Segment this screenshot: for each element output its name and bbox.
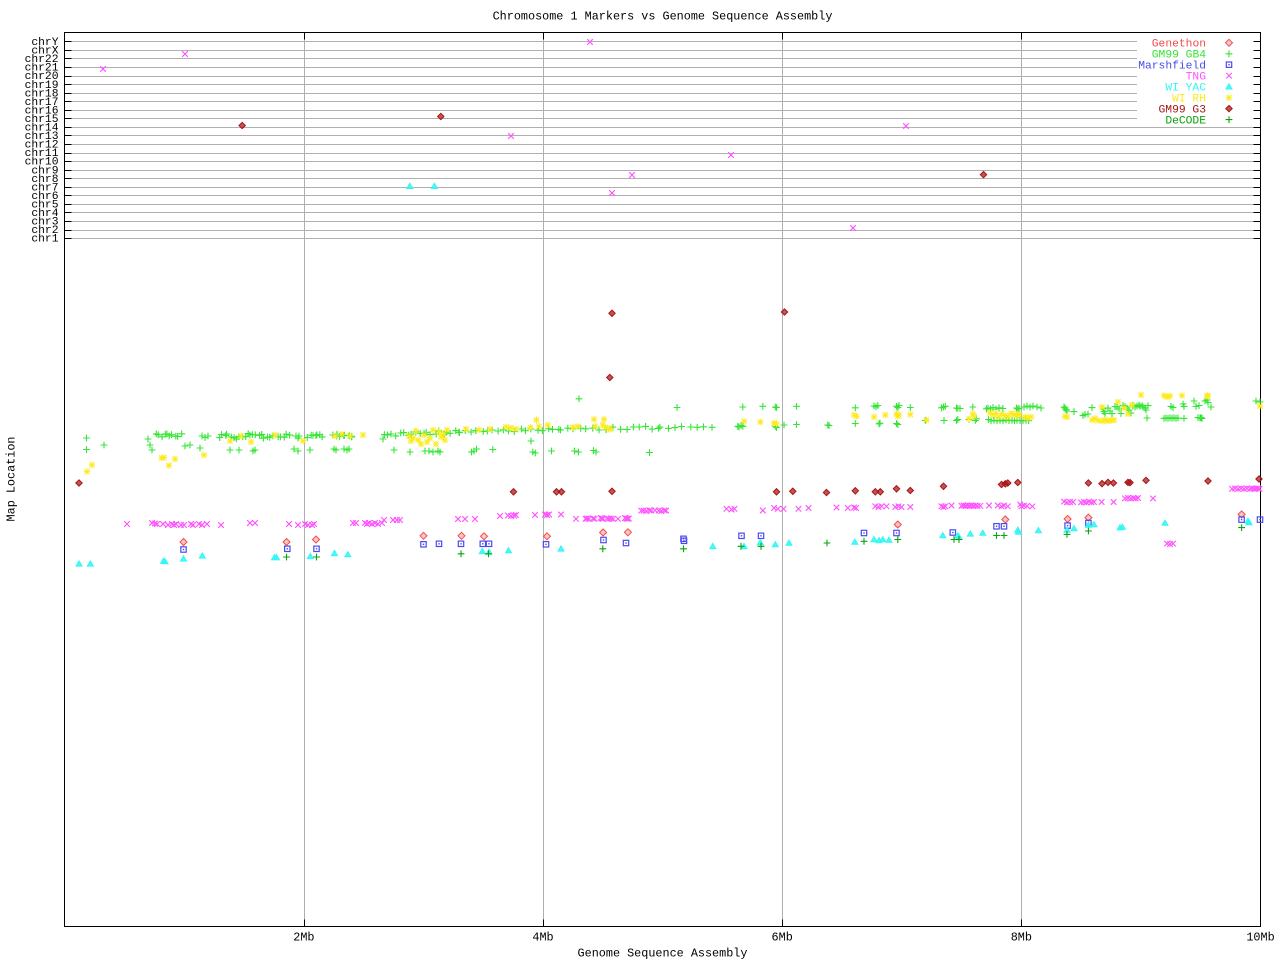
svg-text:chr16: chr16 <box>25 105 59 117</box>
svg-text:chr20: chr20 <box>25 71 59 83</box>
svg-text:chr19: chr19 <box>25 80 59 92</box>
svg-text:Chromosome 1 Markers vs Genome: Chromosome 1 Markers vs Genome Sequence … <box>493 10 833 24</box>
svg-text:WI RH: WI RH <box>1172 93 1206 105</box>
svg-text:chr14: chr14 <box>25 123 59 135</box>
svg-text:Genome Sequence Assembly: Genome Sequence Assembly <box>578 947 748 960</box>
svg-text:chr1: chr1 <box>31 234 58 246</box>
svg-text:chr10: chr10 <box>25 157 59 169</box>
svg-text:8Mb: 8Mb <box>1011 931 1032 945</box>
svg-text:Marshfield: Marshfield <box>1138 61 1206 73</box>
svg-text:10Mb: 10Mb <box>1246 931 1274 945</box>
svg-text:chr18: chr18 <box>25 88 59 100</box>
svg-text:Map Location: Map Location <box>5 437 19 522</box>
svg-text:chr2: chr2 <box>31 225 58 237</box>
svg-text:chrX: chrX <box>31 46 58 58</box>
svg-text:chr22: chr22 <box>25 54 59 66</box>
svg-text:chrY: chrY <box>31 37 58 49</box>
svg-text:TNG: TNG <box>1186 72 1207 84</box>
svg-text:GM99 G3: GM99 G3 <box>1159 104 1207 116</box>
svg-text:GM99 GB4: GM99 GB4 <box>1152 50 1206 62</box>
svg-text:chr3: chr3 <box>31 217 58 229</box>
svg-text:chr15: chr15 <box>25 114 59 126</box>
svg-text:WI YAC: WI YAC <box>1165 82 1206 94</box>
svg-text:chr7: chr7 <box>31 182 58 194</box>
svg-text:chr9: chr9 <box>31 165 58 177</box>
svg-text:chr6: chr6 <box>31 191 58 203</box>
svg-text:chr21: chr21 <box>25 63 59 75</box>
svg-text:Genethon: Genethon <box>1152 39 1206 51</box>
svg-text:chr17: chr17 <box>25 97 59 109</box>
svg-text:chr12: chr12 <box>25 140 59 152</box>
svg-text:6Mb: 6Mb <box>772 931 793 945</box>
svg-text:chr13: chr13 <box>25 131 59 143</box>
svg-text:chr4: chr4 <box>31 208 58 220</box>
svg-text:chr5: chr5 <box>31 199 58 211</box>
svg-text:DeCODE: DeCODE <box>1165 115 1206 127</box>
svg-text:chr11: chr11 <box>25 148 59 160</box>
svg-text:chr8: chr8 <box>31 174 58 186</box>
svg-text:2Mb: 2Mb <box>293 931 314 945</box>
svg-text:4Mb: 4Mb <box>532 931 553 945</box>
